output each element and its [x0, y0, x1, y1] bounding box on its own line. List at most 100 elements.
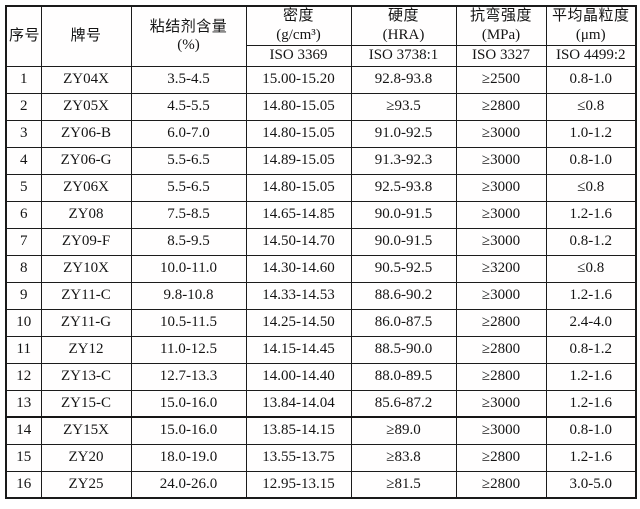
cell-grade: ZY06-G [40, 146, 132, 175]
cell-no: 1 [5, 65, 42, 94]
cell-strength: ≥3000 [455, 173, 547, 202]
table-row: 4 ZY06-G 5.5-6.5 14.89-15.05 91.3-92.3 ≥3000 0… [5, 146, 637, 175]
cell-strength: ≥3000 [455, 200, 547, 229]
cell-no: 8 [5, 254, 42, 283]
cell-grain: 2.4-4.0 [545, 308, 637, 337]
cell-no: 5 [5, 173, 42, 202]
header-grain-iso: ISO 4499:2 [545, 44, 637, 67]
cell-density: 13.84-14.04 [245, 389, 352, 418]
cell-grade: ZY15X [40, 416, 132, 445]
table-header: 序号 牌号 粘结剂含量 (%) 密度 (g/cm³) 硬度 (HRA) [5, 5, 637, 67]
cell-strength: ≥2800 [455, 92, 547, 121]
cell-grade: ZY11-C [40, 281, 132, 310]
header-strength-unit: (MPa) [481, 26, 521, 43]
cell-grade: ZY09-F [40, 227, 132, 256]
cell-grade: ZY05X [40, 92, 132, 121]
cell-density: 14.00-14.40 [245, 362, 352, 391]
header-hardness: 硬度 (HRA) [350, 5, 457, 46]
cell-strength: ≥3000 [455, 119, 547, 148]
cell-grade: ZY06-B [40, 119, 132, 148]
cell-no: 7 [5, 227, 42, 256]
header-binder-unit: (%) [177, 37, 200, 54]
header-strength-label: 抗弯强度 [469, 8, 532, 24]
cell-no: 11 [5, 335, 42, 364]
cell-no: 4 [5, 146, 42, 175]
cell-no: 14 [5, 416, 42, 445]
cell-grain: 1.0-1.2 [545, 119, 637, 148]
header-density-iso: ISO 3369 [245, 44, 352, 67]
cell-binder: 18.0-19.0 [130, 443, 247, 472]
cell-grade: ZY06X [40, 173, 132, 202]
cell-grain: ≤0.8 [545, 173, 637, 202]
cell-hardness: 90.0-91.5 [350, 227, 457, 256]
cell-no: 10 [5, 308, 42, 337]
cell-strength: ≥2800 [455, 308, 547, 337]
cell-grain: 0.8-1.2 [545, 335, 637, 364]
cell-hardness: 88.0-89.5 [350, 362, 457, 391]
cell-density: 14.30-14.60 [245, 254, 352, 283]
cell-grade: ZY20 [40, 443, 132, 472]
cell-grade: ZY10X [40, 254, 132, 283]
header-grade: 牌号 [40, 5, 132, 67]
cell-grain: 1.2-1.6 [545, 443, 637, 472]
cell-density: 15.00-15.20 [245, 65, 352, 94]
table-row: 14 ZY15X 15.0-16.0 13.85-14.15 ≥89.0 ≥3000 0.8… [5, 416, 637, 445]
cell-binder: 11.0-12.5 [130, 335, 247, 364]
cell-density: 12.95-13.15 [245, 470, 352, 499]
cell-binder: 24.0-26.0 [130, 470, 247, 499]
cell-hardness: ≥89.0 [350, 416, 457, 445]
cell-grade: ZY04X [40, 65, 132, 94]
cell-hardness: ≥93.5 [350, 92, 457, 121]
table-row: 7 ZY09-F 8.5-9.5 14.50-14.70 90.0-91.5 ≥3000 0… [5, 227, 637, 256]
header-hardness-unit: (HRA) [382, 26, 425, 43]
header-binder: 粘结剂含量 (%) [130, 5, 247, 67]
cell-density: 14.89-15.05 [245, 146, 352, 175]
cell-density: 14.50-14.70 [245, 227, 352, 256]
header-density-unit: (g/cm³) [276, 26, 321, 43]
cell-binder: 7.5-8.5 [130, 200, 247, 229]
cell-binder: 5.5-6.5 [130, 173, 247, 202]
cell-binder: 12.7-13.3 [130, 362, 247, 391]
cell-grain: ≤0.8 [545, 254, 637, 283]
cell-no: 2 [5, 92, 42, 121]
cell-no: 15 [5, 443, 42, 472]
table-row: 3 ZY06-B 6.0-7.0 14.80-15.05 91.0-92.5 ≥3000 1… [5, 119, 637, 148]
cell-strength: ≥3000 [455, 281, 547, 310]
cell-binder: 4.5-5.5 [130, 92, 247, 121]
cell-density: 14.15-14.45 [245, 335, 352, 364]
cell-strength: ≥2800 [455, 470, 547, 499]
cell-grain: ≤0.8 [545, 92, 637, 121]
cell-hardness: 90.5-92.5 [350, 254, 457, 283]
table-row: 13 ZY15-C 15.0-16.0 13.84-14.04 85.6-87.2 ≥30… [5, 389, 637, 418]
table-row: 15 ZY20 18.0-19.0 13.55-13.75 ≥83.8 ≥2800 1.2-… [5, 443, 637, 472]
cell-hardness: 86.0-87.5 [350, 308, 457, 337]
cell-grain: 0.8-1.0 [545, 416, 637, 445]
cell-strength: ≥3200 [455, 254, 547, 283]
header-serial-label: 序号 [9, 27, 41, 44]
cell-grain: 1.2-1.6 [545, 389, 637, 418]
cell-binder: 15.0-16.0 [130, 389, 247, 418]
cell-grade: ZY15-C [40, 389, 132, 418]
cell-no: 6 [5, 200, 42, 229]
header-title-row: 序号 牌号 粘结剂含量 (%) 密度 (g/cm³) 硬度 (HRA) [5, 5, 637, 67]
cell-hardness: 85.6-87.2 [350, 389, 457, 418]
cell-no: 12 [5, 362, 42, 391]
cell-density: 14.80-15.05 [245, 92, 352, 121]
cell-strength: ≥2800 [455, 335, 547, 364]
cell-density: 13.85-14.15 [245, 416, 352, 445]
cell-no: 16 [5, 470, 42, 499]
cell-density: 13.55-13.75 [245, 443, 352, 472]
cell-grain: 0.8-1.0 [545, 65, 637, 94]
cell-binder: 5.5-6.5 [130, 146, 247, 175]
header-hardness-label: 硬度 [387, 8, 419, 24]
cell-grade: ZY08 [40, 200, 132, 229]
cell-density: 14.25-14.50 [245, 308, 352, 337]
header-grain: 平均晶粒度 (μm) [545, 5, 637, 46]
cell-hardness: 91.3-92.3 [350, 146, 457, 175]
cell-density: 14.80-15.05 [245, 119, 352, 148]
header-binder-label: 粘结剂含量 [149, 18, 228, 35]
header-strength-iso: ISO 3327 [455, 44, 547, 67]
header-strength: 抗弯强度 (MPa) [455, 5, 547, 46]
cell-hardness: 88.6-90.2 [350, 281, 457, 310]
